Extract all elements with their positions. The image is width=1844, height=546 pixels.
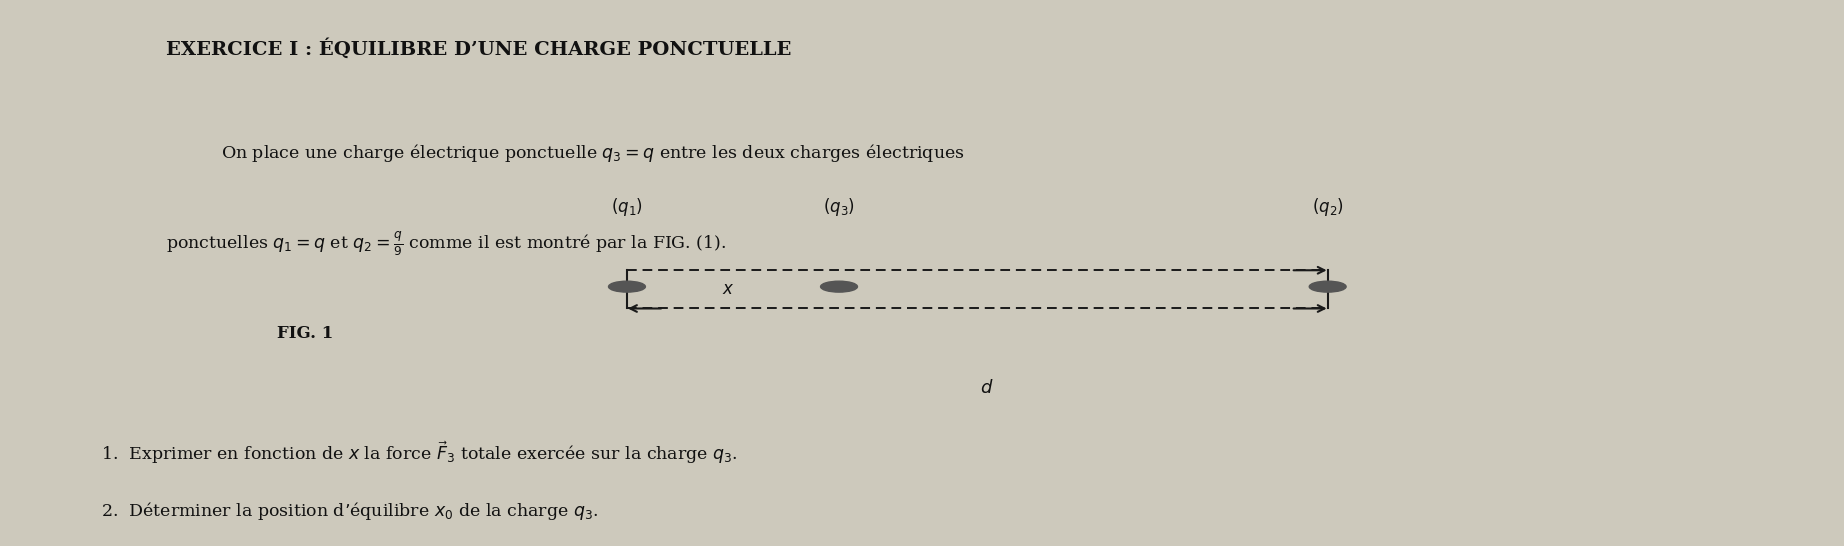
Text: $(q_2)$: $(q_2)$: [1311, 197, 1344, 218]
Text: 1.  Exprimer en fonction de $x$ la force $\vec{F}_3$ totale exercée sur la charg: 1. Exprimer en fonction de $x$ la force …: [101, 440, 738, 466]
Text: FIG. 1: FIG. 1: [277, 324, 334, 342]
Circle shape: [821, 281, 857, 292]
Text: ponctuelles $q_1 = q$ et $q_2 = \frac{q}{9}$ comme il est montré par la FIG. (1): ponctuelles $q_1 = q$ et $q_2 = \frac{q}…: [166, 229, 727, 258]
Circle shape: [609, 281, 645, 292]
Text: EXERCICE I : ÉQUILIBRE D’UNE CHARGE PONCTUELLE: EXERCICE I : ÉQUILIBRE D’UNE CHARGE PONC…: [166, 38, 791, 59]
Text: $(q_1)$: $(q_1)$: [610, 197, 644, 218]
Text: $x$: $x$: [723, 281, 734, 298]
Circle shape: [1309, 281, 1346, 292]
Text: $d$: $d$: [979, 379, 994, 396]
Text: $(q_3)$: $(q_3)$: [822, 197, 856, 218]
Text: On place une charge électrique ponctuelle $q_3 = q$ entre les deux charges élect: On place une charge électrique ponctuell…: [221, 142, 964, 164]
Text: 2.  Déterminer la position d’équilibre $x_0$ de la charge $q_3$.: 2. Déterminer la position d’équilibre $x…: [101, 500, 599, 521]
